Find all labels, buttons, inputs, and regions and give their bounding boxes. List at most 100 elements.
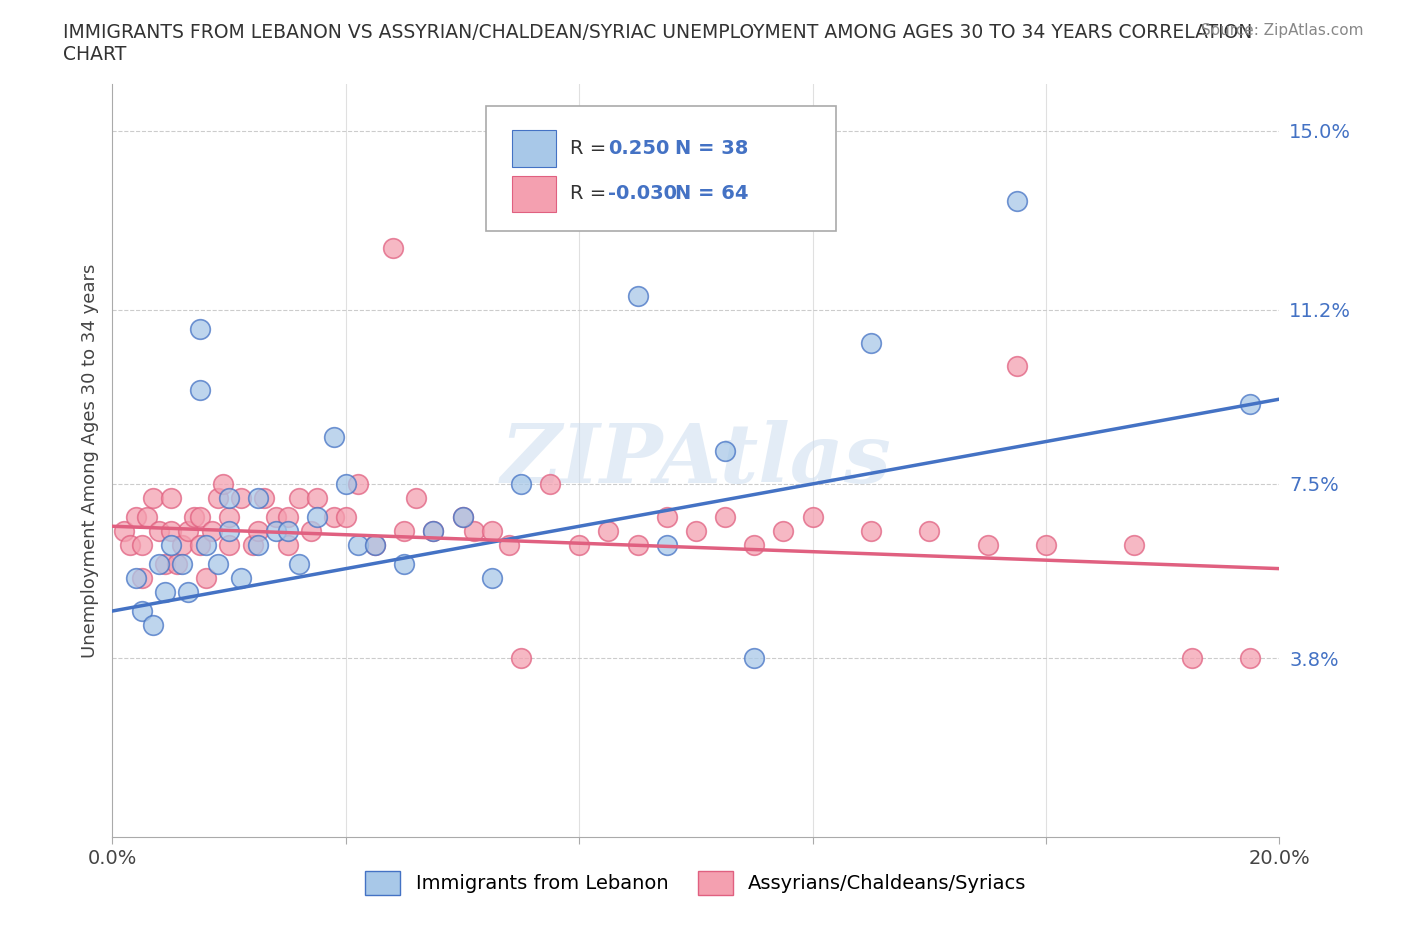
Point (655, 538, 678, 552)
Point (177, 524, 200, 538)
Point (247, 538, 270, 552)
Point (148, 524, 170, 538)
Point (229, 491, 252, 506)
Point (188, 382, 211, 397)
Point (422, 524, 444, 538)
Point (451, 510, 474, 525)
Text: R =: R = (569, 139, 613, 158)
Point (742, 651, 765, 666)
Point (276, 538, 298, 552)
Point (538, 476, 561, 491)
Point (253, 491, 276, 506)
Point (288, 491, 311, 506)
Point (153, 585, 176, 600)
Point (218, 538, 240, 552)
Point (1122, 538, 1144, 552)
Point (801, 510, 824, 525)
Point (481, 571, 503, 586)
Point (212, 476, 235, 491)
Point (131, 571, 153, 586)
Point (1005, 194, 1028, 209)
Point (305, 510, 328, 525)
Point (976, 538, 998, 552)
Point (714, 444, 737, 458)
Point (160, 491, 183, 506)
Point (364, 538, 387, 552)
Point (685, 524, 707, 538)
Point (299, 524, 322, 538)
Point (118, 538, 141, 552)
Point (166, 556, 188, 571)
Point (335, 476, 357, 491)
Point (247, 524, 270, 538)
Point (207, 556, 229, 571)
Point (183, 510, 205, 525)
Point (229, 571, 252, 586)
Bar (512, 130, 555, 166)
Text: -0.030: -0.030 (609, 184, 678, 203)
Point (148, 556, 170, 571)
Point (218, 491, 240, 506)
Point (627, 288, 650, 303)
Point (509, 651, 531, 666)
Point (1035, 538, 1057, 552)
Text: CHART: CHART (63, 45, 127, 63)
Point (142, 618, 165, 632)
Point (207, 491, 229, 506)
Point (598, 524, 620, 538)
Point (172, 556, 194, 571)
Point (323, 430, 346, 445)
Text: R =: R = (569, 184, 613, 203)
Point (142, 491, 165, 506)
Point (201, 524, 224, 538)
Point (335, 510, 357, 525)
Point (714, 510, 737, 525)
Text: 0.250: 0.250 (609, 139, 669, 158)
Point (131, 538, 153, 552)
Y-axis label: Unemployment Among Ages 30 to 34 years: Unemployment Among Ages 30 to 34 years (80, 263, 98, 658)
Point (264, 510, 287, 525)
Point (242, 538, 264, 552)
Point (918, 524, 941, 538)
Point (131, 604, 153, 618)
Point (276, 510, 298, 525)
Point (463, 524, 485, 538)
Text: N = 64: N = 64 (675, 184, 748, 203)
Point (194, 571, 217, 586)
Point (323, 510, 346, 525)
Point (481, 524, 503, 538)
Point (160, 538, 183, 552)
Point (1239, 396, 1261, 411)
Point (276, 524, 298, 538)
Point (305, 491, 328, 506)
Legend: Immigrants from Lebanon, Assyrians/Chaldeans/Syriacs: Immigrants from Lebanon, Assyrians/Chald… (357, 863, 1035, 903)
Point (860, 335, 883, 350)
Point (627, 538, 650, 552)
Point (177, 585, 200, 600)
Point (451, 510, 474, 525)
Point (742, 538, 765, 552)
Point (381, 241, 404, 256)
Point (188, 510, 211, 525)
Point (1239, 651, 1261, 666)
Point (772, 524, 794, 538)
Point (112, 524, 135, 538)
Point (136, 510, 159, 525)
FancyBboxPatch shape (486, 106, 837, 231)
Text: IMMIGRANTS FROM LEBANON VS ASSYRIAN/CHALDEAN/SYRIAC UNEMPLOYMENT AMONG AGES 30 T: IMMIGRANTS FROM LEBANON VS ASSYRIAN/CHAL… (63, 23, 1253, 42)
Point (125, 510, 148, 525)
Point (188, 321, 211, 336)
Bar (512, 176, 555, 212)
Point (218, 524, 240, 538)
Point (394, 556, 416, 571)
Point (346, 538, 368, 552)
Text: ZIPAtlas: ZIPAtlas (501, 420, 891, 500)
Point (346, 476, 368, 491)
Point (568, 538, 591, 552)
Text: Source: ZipAtlas.com: Source: ZipAtlas.com (1201, 23, 1364, 38)
Point (247, 491, 270, 506)
Point (218, 510, 240, 525)
Point (160, 524, 183, 538)
Point (125, 571, 148, 586)
Point (264, 524, 287, 538)
